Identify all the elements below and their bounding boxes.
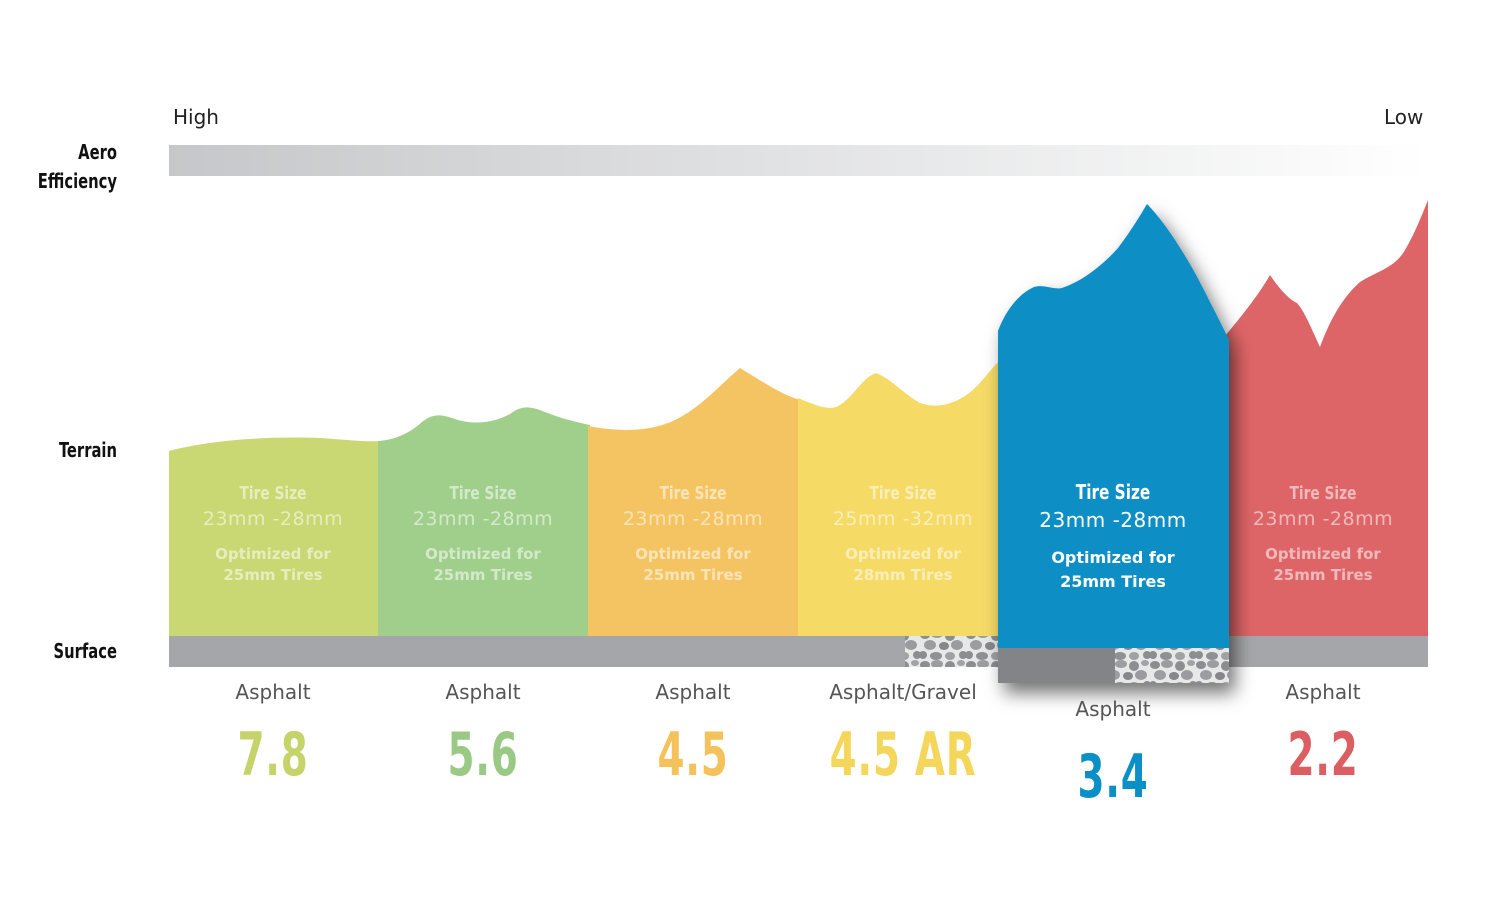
model-number-6: 2.2 bbox=[1287, 720, 1359, 790]
terrain-segment-1 bbox=[169, 437, 380, 636]
optimized-line2: 25mm Tires bbox=[1060, 572, 1166, 591]
model-number-1: 7.8 bbox=[237, 720, 309, 790]
active-segment-group bbox=[998, 204, 1229, 683]
optimized-line1: Optimized for bbox=[425, 545, 541, 563]
model-number-5: 3.4 bbox=[1077, 742, 1149, 812]
optimized-for: Optimized for 25mm Tires bbox=[1218, 544, 1428, 586]
model-number-3: 4.5 bbox=[657, 720, 729, 790]
optimized-line1: Optimized for bbox=[635, 545, 751, 563]
optimized-line1: Optimized for bbox=[845, 545, 961, 563]
surface-label-3: Asphalt bbox=[655, 680, 731, 704]
surface-gravel-segment-5 bbox=[1115, 648, 1229, 683]
tire-size-range: 25mm -32mm bbox=[832, 508, 974, 530]
terrain-segment-4 bbox=[798, 360, 1000, 636]
terrain-segment-2 bbox=[378, 407, 590, 636]
model-number-4: 4.5 AR bbox=[829, 720, 977, 790]
segment-1-info: Tire Size 23mm -28mm Optimized for 25mm … bbox=[168, 483, 378, 586]
aero-label-line2: Efficiency bbox=[37, 169, 117, 193]
tire-size-title: Tire Size bbox=[1289, 483, 1357, 504]
optimized-line2: 25mm Tires bbox=[223, 566, 323, 584]
terrain-label: Terrain bbox=[59, 438, 117, 462]
surface-bar bbox=[169, 636, 1428, 667]
optimized-for: Optimized for 25mm Tires bbox=[588, 544, 798, 586]
optimized-line1: Optimized for bbox=[215, 545, 331, 563]
optimized-line2: 25mm Tires bbox=[433, 566, 533, 584]
terrain-segment-5 bbox=[998, 204, 1229, 650]
surface-label: Surface bbox=[53, 639, 117, 663]
tire-size-range: 23mm -28mm bbox=[412, 508, 554, 530]
segment-2-info: Tire Size 23mm -28mm Optimized for 25mm … bbox=[378, 483, 588, 586]
optimized-line2: 25mm Tires bbox=[643, 566, 743, 584]
tire-size-range: 23mm -28mm bbox=[1252, 508, 1394, 530]
surface-label-4: Asphalt/Gravel bbox=[829, 680, 977, 704]
optimized-line2: 25mm Tires bbox=[1273, 566, 1373, 584]
segment-4-info: Tire Size 25mm -32mm Optimized for 28mm … bbox=[798, 483, 1008, 586]
optimized-line1: Optimized for bbox=[1265, 545, 1381, 563]
optimized-line2: 28mm Tires bbox=[853, 566, 953, 584]
optimized-for: Optimized for 28mm Tires bbox=[798, 544, 1008, 586]
tire-size-title: Tire Size bbox=[869, 483, 937, 504]
segment-5-info: Tire Size 23mm -28mm Optimized for 25mm … bbox=[1008, 480, 1218, 594]
tire-size-range: 23mm -28mm bbox=[622, 508, 764, 530]
tire-size-range: 23mm -28mm bbox=[1039, 508, 1187, 532]
aero-efficiency-label: Aero Efficiency bbox=[23, 138, 117, 196]
surface-label-5: Asphalt bbox=[1075, 697, 1151, 721]
optimized-for: Optimized for 25mm Tires bbox=[378, 544, 588, 586]
aero-label-line1: Aero bbox=[78, 140, 117, 164]
aero-low-label: Low bbox=[1384, 105, 1424, 129]
tire-size-title: Tire Size bbox=[239, 483, 307, 504]
surface-label-6: Asphalt bbox=[1285, 680, 1361, 704]
tire-size-range: 23mm -28mm bbox=[202, 508, 344, 530]
tire-size-title: Tire Size bbox=[659, 483, 727, 504]
optimized-for: Optimized for 25mm Tires bbox=[1008, 546, 1218, 594]
aero-efficiency-bar bbox=[169, 145, 1428, 176]
model-number-2: 5.6 bbox=[447, 720, 519, 790]
optimized-for: Optimized for 25mm Tires bbox=[168, 544, 378, 586]
segment-3-info: Tire Size 23mm -28mm Optimized for 25mm … bbox=[588, 483, 798, 586]
optimized-line1: Optimized for bbox=[1051, 548, 1175, 567]
aero-high-label: High bbox=[173, 105, 219, 129]
terrain-segment-6 bbox=[1225, 200, 1428, 636]
tire-size-title: Tire Size bbox=[449, 483, 517, 504]
surface-gravel-segment-4 bbox=[905, 636, 1000, 667]
terrain-segment-3 bbox=[588, 368, 800, 636]
tire-size-title: Tire Size bbox=[1075, 480, 1151, 504]
segment-6-info: Tire Size 23mm -28mm Optimized for 25mm … bbox=[1218, 483, 1428, 586]
surface-label-1: Asphalt bbox=[235, 680, 311, 704]
surface-label-2: Asphalt bbox=[445, 680, 521, 704]
